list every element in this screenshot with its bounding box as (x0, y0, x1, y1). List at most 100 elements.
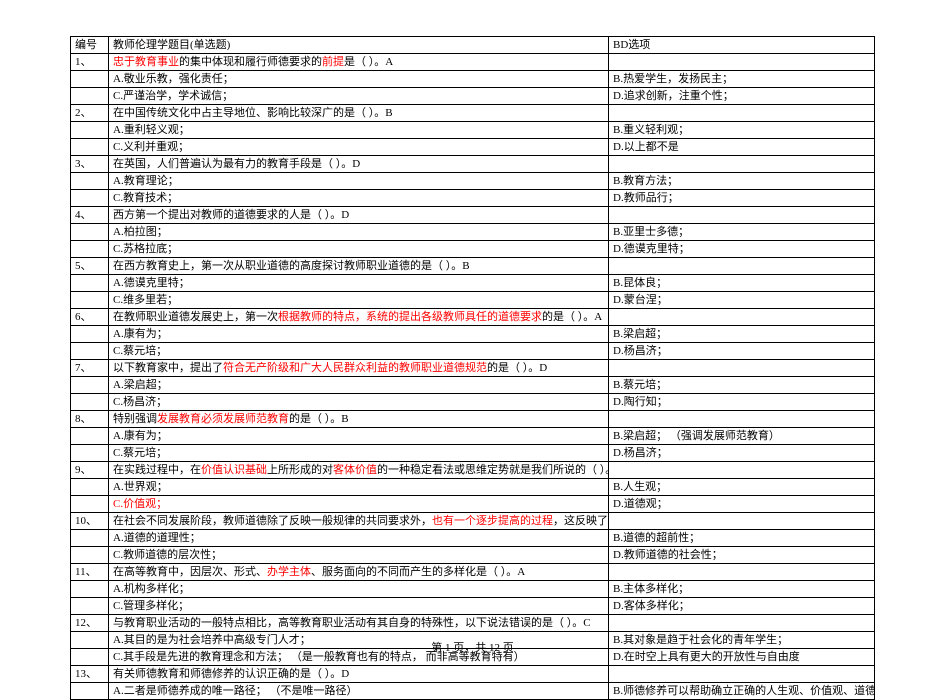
cell-question: A.道德的道理性； (109, 530, 609, 547)
table-row: A.机构多样化；B.主体多样化； (71, 581, 875, 598)
cell-num: 11、 (71, 564, 109, 581)
cell-question: 西方第一个提出对教师的道德要求的人是（ ）。D (109, 207, 609, 224)
cell-bd: B.梁启超； （强调发展师范教育） (609, 428, 875, 445)
cell-num: 5、 (71, 258, 109, 275)
table-row: A.康有为；B.梁启超； (71, 326, 875, 343)
table-row: C.蔡元培；D.杨昌济； (71, 343, 875, 360)
cell-question: A.柏拉图； (109, 224, 609, 241)
cell-question: C.蔡元培； (109, 343, 609, 360)
cell-num: 6、 (71, 309, 109, 326)
cell-question: C.苏格拉底； (109, 241, 609, 258)
cell-num (71, 122, 109, 139)
table-row: A.教育理论；B.教育方法； (71, 173, 875, 190)
cell-num (71, 173, 109, 190)
cell-bd: B.人生观； (609, 479, 875, 496)
table-row: 4、西方第一个提出对教师的道德要求的人是（ ）。D (71, 207, 875, 224)
table-row: 5、在西方教育史上，第一次从职业道德的高度探讨教师职业道德的是（ ）。B (71, 258, 875, 275)
table-header-row: 编号教师伦理学题目(单选题)BD选项 (71, 37, 875, 54)
cell-question: C.杨昌济； (109, 394, 609, 411)
cell-num (71, 428, 109, 445)
table-row: C.蔡元培；D.杨昌济； (71, 445, 875, 462)
cell-num (71, 275, 109, 292)
table-row: A.柏拉图；B.亚里士多德； (71, 224, 875, 241)
cell-num: 4、 (71, 207, 109, 224)
exam-table: 编号教师伦理学题目(单选题)BD选项1、忠于教育事业的集中体现和履行师德要求的前… (70, 36, 875, 700)
table-row: A.梁启超；B.蔡元培； (71, 377, 875, 394)
cell-num (71, 479, 109, 496)
cell-bd: B.梁启超； (609, 326, 875, 343)
cell-question: A.德谟克里特； (109, 275, 609, 292)
cell-bd: B.主体多样化； (609, 581, 875, 598)
cell-question: 在高等教育中，因层次、形式、办学主体、服务面向的不同而产生的多样化是（ ）。A (109, 564, 609, 581)
cell-num (71, 71, 109, 88)
cell-question: A.康有为； (109, 326, 609, 343)
cell-bd: D.教师品行； (609, 190, 875, 207)
cell-question: 与教育职业活动的一般特点相比，高等教育职业活动有其自身的特殊性，以下说法错误的是… (109, 615, 609, 632)
cell-question: A.重利轻义观； (109, 122, 609, 139)
cell-question: C.教师道德的层次性； (109, 547, 609, 564)
cell-bd: D.蒙台涅； (609, 292, 875, 309)
cell-bd: B.昆体良； (609, 275, 875, 292)
cell-bd: B.重义轻利观； (609, 122, 875, 139)
header-bd: BD选项 (609, 37, 875, 54)
cell-bd (609, 411, 875, 428)
cell-question: 在实践过程中，在价值认识基础上所形成的对客体价值的一种稳定看法或思维定势就是我们… (109, 462, 609, 479)
table-row: A.二者是师德养成的唯一路径； （不是唯一路径）B.师德修养可以帮助确立正确的人… (71, 683, 875, 700)
cell-question: A.世界观； (109, 479, 609, 496)
cell-question: C.管理多样化； (109, 598, 609, 615)
cell-question: 忠于教育事业的集中体现和履行师德要求的前提是（ ）。A (109, 54, 609, 71)
table-row: C.严谨治学，学术诚信；D.追求创新，注重个性； (71, 88, 875, 105)
table-row: A.康有为；B.梁启超； （强调发展师范教育） (71, 428, 875, 445)
cell-num: 13、 (71, 666, 109, 683)
table-row: C.义利并重观；D.以上都不是 (71, 139, 875, 156)
cell-num (71, 190, 109, 207)
cell-question: 在中国传统文化中占主导地位、影响比较深广的是（ ）。B (109, 105, 609, 122)
header-num: 编号 (71, 37, 109, 54)
cell-question: 在教师职业道德发展史上，第一次根据教师的特点，系统的提出各级教师具任的道德要求的… (109, 309, 609, 326)
cell-num (71, 139, 109, 156)
table-row: 10、在社会不同发展阶段，教师道德除了反映一般规律的共同要求外，也有一个逐步提高… (71, 513, 875, 530)
cell-question: 在英国，人们普遍认为最有力的教育手段是（ ）。D (109, 156, 609, 173)
cell-question: A.梁启超； (109, 377, 609, 394)
table-row: A.敬业乐教，强化责任；B.热爱学生，发扬民主； (71, 71, 875, 88)
cell-num (71, 598, 109, 615)
cell-num: 9、 (71, 462, 109, 479)
cell-bd: B.道德的超前性； (609, 530, 875, 547)
table-row: 8、特别强调发展教育必须发展师范教育的是（ ）。B (71, 411, 875, 428)
cell-bd (609, 207, 875, 224)
cell-bd: D.德谟克里特； (609, 241, 875, 258)
table-row: C.教师道德的层次性；D.教师道德的社会性； (71, 547, 875, 564)
cell-num (71, 241, 109, 258)
cell-bd (609, 564, 875, 581)
cell-num (71, 88, 109, 105)
cell-num (71, 292, 109, 309)
cell-question: A.机构多样化； (109, 581, 609, 598)
cell-question: C.义利并重观； (109, 139, 609, 156)
cell-num (71, 547, 109, 564)
cell-num: 3、 (71, 156, 109, 173)
table-row: C.杨昌济；D.陶行知； (71, 394, 875, 411)
cell-bd (609, 54, 875, 71)
cell-question: 有关师德教育和师德修养的认识正确的是（ ）。D (109, 666, 609, 683)
cell-bd (609, 513, 875, 530)
cell-question: C.教育技术； (109, 190, 609, 207)
cell-bd (609, 360, 875, 377)
cell-num (71, 445, 109, 462)
cell-bd: D.客体多样化； (609, 598, 875, 615)
cell-question: 在社会不同发展阶段，教师道德除了反映一般规律的共同要求外，也有一个逐步提高的过程… (109, 513, 609, 530)
cell-question: C.严谨治学，学术诚信； (109, 88, 609, 105)
cell-bd: B.教育方法； (609, 173, 875, 190)
cell-bd: B.热爱学生，发扬民主； (609, 71, 875, 88)
cell-bd (609, 258, 875, 275)
table-row: 3、在英国，人们普遍认为最有力的教育手段是（ ）。D (71, 156, 875, 173)
cell-bd (609, 105, 875, 122)
cell-bd: B.师德修养可以帮助确立正确的人生观、价值观、道德观； （师德教育才可以帮助确 (609, 683, 875, 700)
cell-question: C.蔡元培； (109, 445, 609, 462)
cell-bd (609, 156, 875, 173)
cell-num (71, 224, 109, 241)
cell-num (71, 326, 109, 343)
table-row: C.维多里若；D.蒙台涅； (71, 292, 875, 309)
cell-bd: B.亚里士多德； (609, 224, 875, 241)
table-row: C.教育技术；D.教师品行； (71, 190, 875, 207)
cell-bd: B.蔡元培； (609, 377, 875, 394)
